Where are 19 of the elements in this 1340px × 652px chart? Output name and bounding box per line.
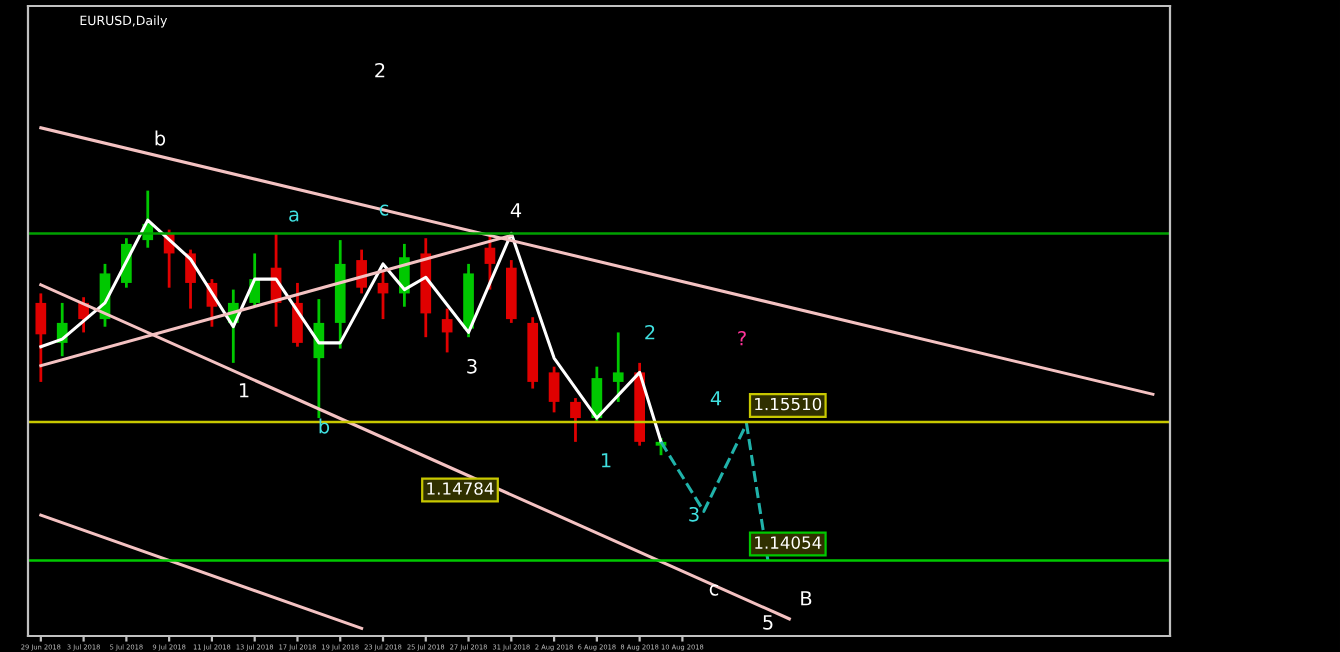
annotation: b [155, 130, 166, 146]
annotation: 5 [763, 615, 773, 630]
annotation: 4 [510, 203, 522, 218]
ref-line-label: 1.14054 [755, 536, 822, 549]
ref-line-label: 1.15510 [755, 397, 822, 411]
annotation: 2 [645, 324, 655, 340]
annotation: B [801, 591, 812, 606]
annotation: 1 [601, 453, 611, 468]
annotation: a [289, 210, 299, 222]
annotation: 3 [689, 506, 699, 522]
annotation: c [379, 204, 389, 216]
annotation: 1 [239, 383, 249, 398]
annotation: ? [738, 330, 746, 346]
annotation: 2 [375, 62, 385, 78]
annotation: b [319, 418, 330, 434]
annotation: 3 [467, 358, 477, 374]
annotation: 4 [710, 391, 722, 406]
annotation: 1.14784 [427, 482, 494, 495]
annotation: c [709, 584, 719, 596]
